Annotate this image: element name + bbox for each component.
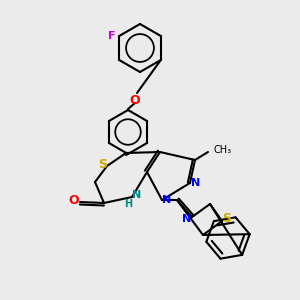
Text: H: H: [124, 199, 132, 209]
Text: S: S: [98, 158, 107, 170]
Text: S: S: [223, 212, 232, 226]
Text: CH₃: CH₃: [214, 145, 232, 155]
Text: N: N: [132, 190, 142, 200]
Text: N: N: [191, 178, 201, 188]
Text: O: O: [130, 94, 140, 106]
Text: F: F: [109, 31, 116, 41]
Text: N: N: [182, 214, 192, 224]
Text: O: O: [69, 194, 79, 208]
Text: N: N: [162, 195, 172, 205]
